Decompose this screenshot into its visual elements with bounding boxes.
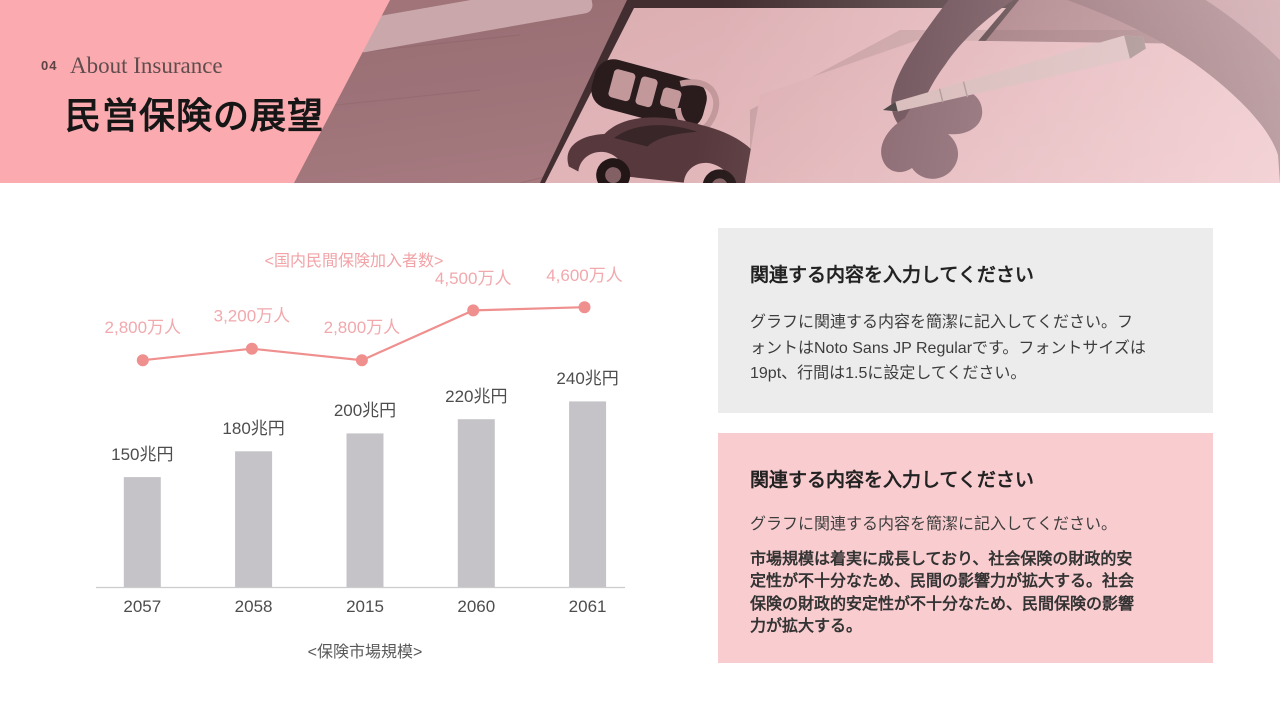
svg-text:2061: 2061 [569, 597, 607, 616]
svg-text:2,800万人: 2,800万人 [324, 318, 401, 337]
svg-text:4,500万人: 4,500万人 [435, 269, 512, 288]
svg-text:2060: 2060 [457, 597, 495, 616]
svg-text:150兆円: 150兆円 [111, 445, 173, 464]
svg-text:2057: 2057 [123, 597, 161, 616]
svg-text:240兆円: 240兆円 [556, 369, 618, 388]
svg-text:2015: 2015 [346, 597, 384, 616]
svg-text:2,800万人: 2,800万人 [105, 318, 182, 337]
svg-text:180兆円: 180兆円 [222, 419, 284, 438]
svg-text:3,200万人: 3,200万人 [214, 307, 291, 326]
svg-text:4,600万人: 4,600万人 [546, 266, 623, 285]
svg-text:2058: 2058 [235, 597, 273, 616]
svg-text:220兆円: 220兆円 [445, 387, 507, 406]
svg-text:200兆円: 200兆円 [334, 401, 396, 420]
